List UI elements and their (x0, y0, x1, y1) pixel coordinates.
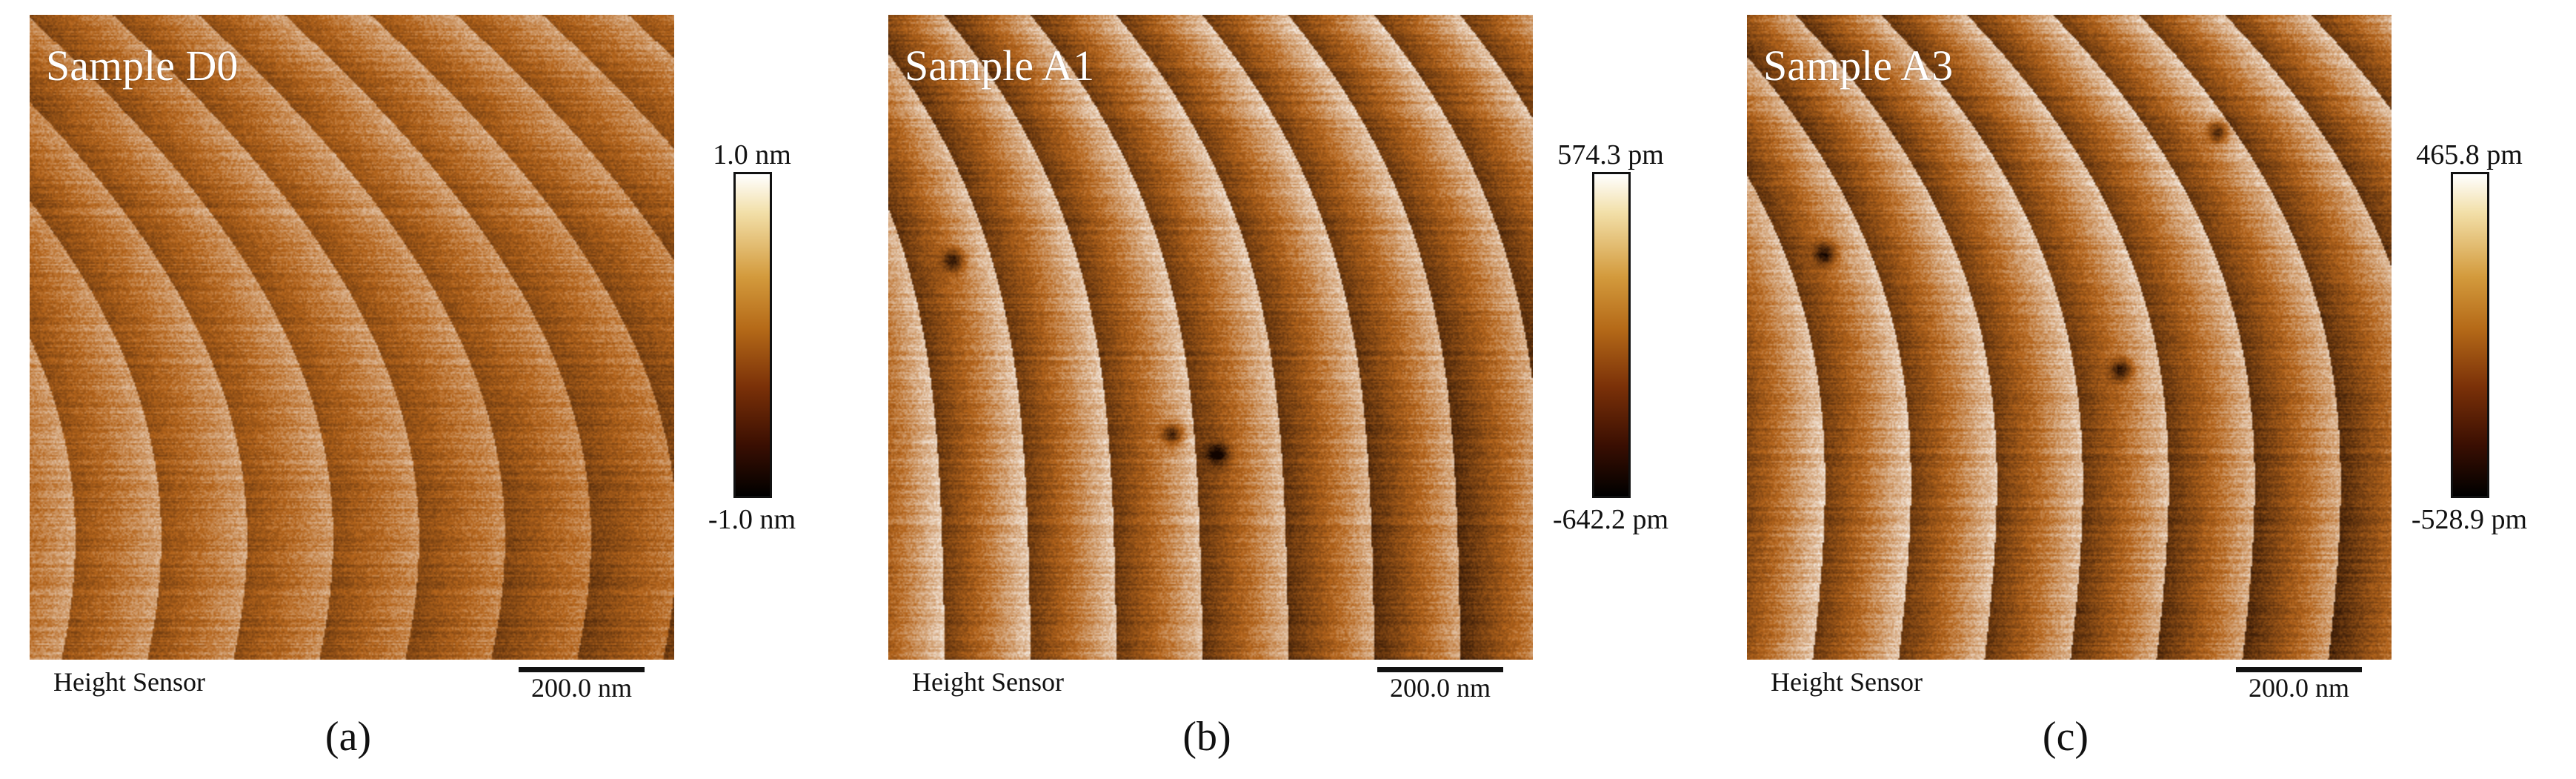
afm-height-image (30, 15, 674, 660)
scale-bar (1377, 667, 1503, 672)
panel-letter: (c) (2042, 714, 2089, 760)
sensor-label: Height Sensor (53, 667, 205, 697)
sample-label: Sample D0 (46, 42, 239, 90)
afm-height-image (1747, 15, 2392, 660)
colorbar-max-label: 1.0 nm (713, 139, 791, 170)
panel-letter: (a) (325, 714, 372, 760)
colorbar-min-label: -528.9 pm (2411, 504, 2528, 535)
sensor-label: Height Sensor (912, 667, 1064, 697)
colorbar (733, 172, 772, 498)
panel-letter: (b) (1182, 714, 1231, 760)
sample-label: Sample A3 (1763, 42, 1954, 90)
colorbar-min-label: -642.2 pm (1552, 504, 1669, 535)
afm-height-image (888, 15, 1533, 660)
panel-a: Sample D0 Height Sensor 200.0 nm 1.0 nm … (0, 0, 859, 779)
colorbar-min-label: -1.0 nm (708, 504, 796, 535)
colorbar-max-label: 465.8 pm (2416, 139, 2523, 170)
sample-label: Sample A1 (905, 42, 1095, 90)
scale-bar (2236, 667, 2362, 672)
colorbar-max-label: 574.3 pm (1557, 139, 1664, 170)
panel-b: Sample A1 Height Sensor 200.0 nm 574.3 p… (859, 0, 1717, 779)
scale-bar-label: 200.0 nm (1389, 673, 1491, 703)
scale-bar (519, 667, 645, 672)
scale-bar-label: 200.0 nm (530, 673, 632, 703)
scale-bar-label: 200.0 nm (2248, 673, 2349, 703)
sensor-label: Height Sensor (1771, 667, 1923, 697)
colorbar (2451, 172, 2489, 498)
panel-c: Sample A3 Height Sensor 200.0 nm 465.8 p… (1717, 0, 2576, 779)
colorbar (1592, 172, 1631, 498)
